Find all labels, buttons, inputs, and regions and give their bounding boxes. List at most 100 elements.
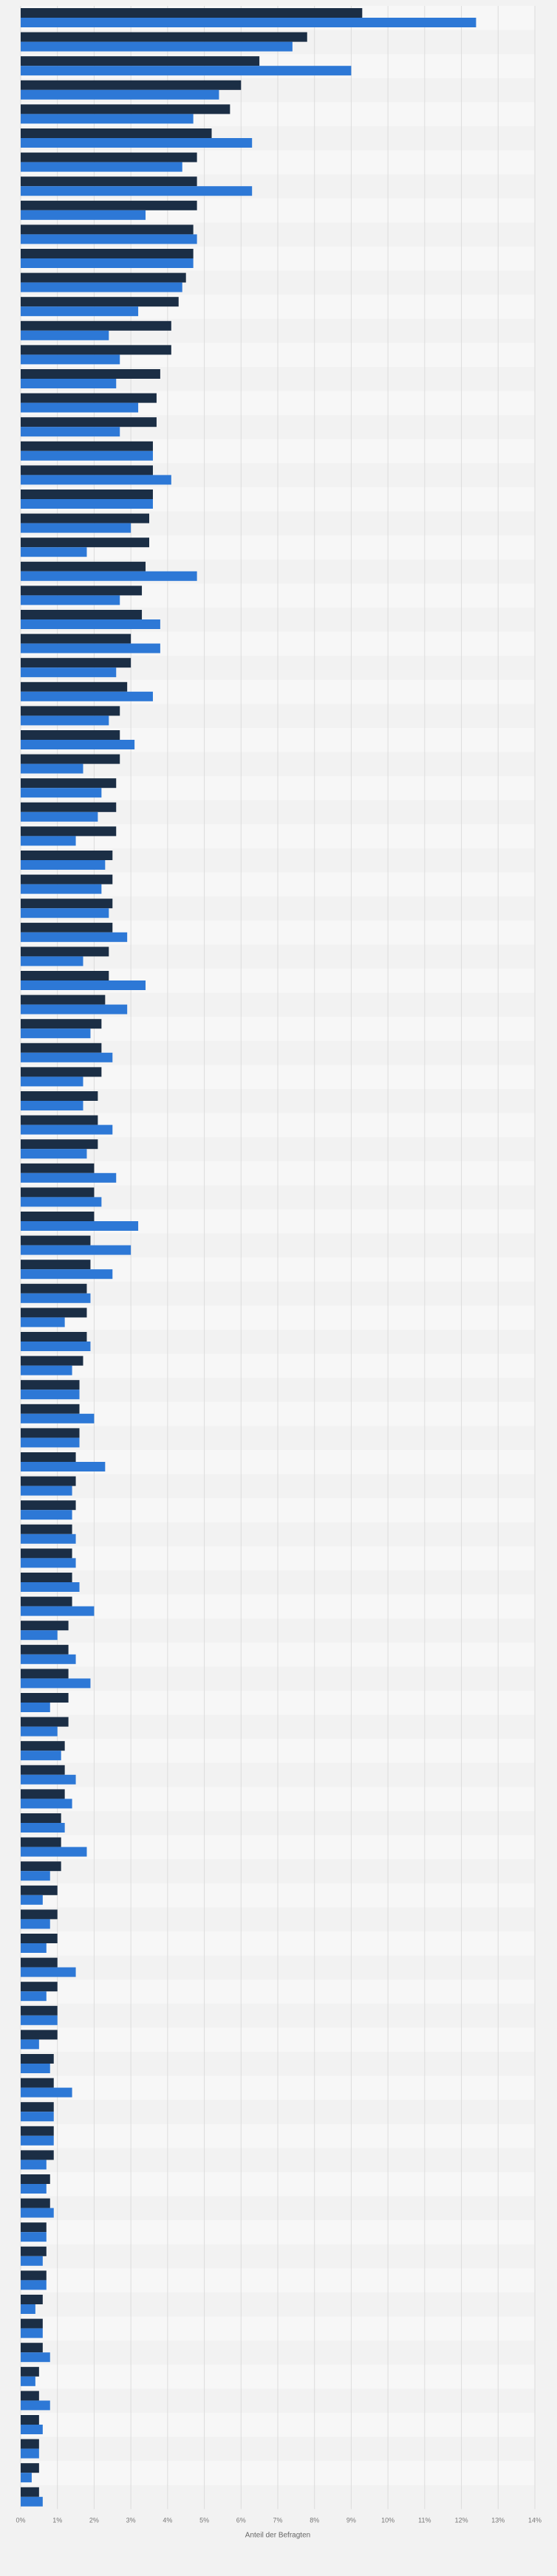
bar-series-1-row-42 — [21, 995, 106, 1005]
bar-series-1-row-34 — [21, 802, 117, 812]
x-tick-label: 5% — [199, 2516, 209, 2524]
bar-series-2-row-50 — [21, 1197, 102, 1207]
bar-series-1-row-75 — [21, 1789, 65, 1799]
bar-series-2-row-91 — [21, 2184, 47, 2194]
bar-series-1-row-83 — [21, 1982, 58, 1992]
bar-series-2-row-39 — [21, 932, 128, 942]
bar-series-2-row-27 — [21, 643, 160, 653]
bar-series-2-row-23 — [21, 547, 87, 557]
bar-series-1-row-71 — [21, 1693, 69, 1703]
bar-series-1-row-96 — [21, 2295, 43, 2304]
bar-series-1-row-4 — [21, 80, 242, 90]
bar-series-1-row-36 — [21, 851, 113, 860]
bar-series-2-row-1 — [21, 18, 476, 27]
bar-series-1-row-87 — [21, 2078, 54, 2088]
bar-series-1-row-69 — [21, 1644, 69, 1655]
bar-series-2-row-57 — [21, 1365, 72, 1375]
bar-series-2-row-28 — [21, 667, 117, 678]
bar-series-1-row-82 — [21, 1957, 58, 1968]
bar-series-1-row-74 — [21, 1765, 65, 1775]
bar-series-1-row-17 — [21, 393, 157, 403]
bar-series-2-row-9 — [21, 210, 146, 220]
bar-series-2-row-4 — [21, 89, 219, 100]
bar-series-1-row-30 — [21, 706, 120, 716]
bar-series-1-row-54 — [21, 1283, 87, 1294]
bar-series-2-row-94 — [21, 2256, 43, 2266]
bar-series-2-row-18 — [21, 427, 120, 437]
bar-series-1-row-27 — [21, 633, 131, 644]
bar-series-2-row-58 — [21, 1390, 80, 1400]
bar-series-1-row-104 — [21, 2487, 39, 2497]
bar-series-2-row-69 — [21, 1654, 76, 1664]
bar-series-1-row-2 — [21, 32, 307, 42]
bar-series-2-row-33 — [21, 788, 102, 798]
x-tick-label: 2% — [89, 2516, 99, 2524]
bar-series-1-row-22 — [21, 513, 149, 523]
x-tick-label: 10% — [381, 2516, 394, 2524]
bar-series-2-row-63 — [21, 1510, 72, 1520]
bar-series-1-row-61 — [21, 1452, 76, 1462]
bar-series-2-row-55 — [21, 1317, 65, 1328]
bar-series-1-row-8 — [21, 176, 197, 187]
bar-series-2-row-54 — [21, 1293, 91, 1303]
bar-series-1-row-21 — [21, 490, 153, 499]
bar-series-1-row-38 — [21, 899, 113, 909]
bar-series-2-row-43 — [21, 1028, 91, 1039]
bar-series-1-row-58 — [21, 1380, 80, 1390]
bar-series-1-row-56 — [21, 1332, 87, 1342]
bar-series-2-row-45 — [21, 1076, 83, 1087]
bar-series-2-row-103 — [21, 2473, 32, 2483]
bar-series-1-row-66 — [21, 1573, 72, 1582]
bar-series-1-row-47 — [21, 1115, 98, 1125]
bar-series-1-row-98 — [21, 2343, 43, 2353]
bar-series-1-row-80 — [21, 1909, 58, 1920]
bar-series-1-row-44 — [21, 1043, 102, 1053]
bar-series-2-row-10 — [21, 234, 197, 244]
bar-series-1-row-33 — [21, 778, 117, 789]
bar-series-1-row-9 — [21, 200, 197, 210]
bar-series-2-row-85 — [21, 2039, 39, 2050]
bar-series-1-row-48 — [21, 1139, 98, 1150]
bar-series-2-row-79 — [21, 1895, 43, 1905]
bar-series-1-row-7 — [21, 152, 197, 162]
bar-series-2-row-3 — [21, 66, 352, 76]
bar-series-2-row-88 — [21, 2112, 54, 2122]
bar-series-2-row-16 — [21, 379, 117, 388]
bar-series-1-row-67 — [21, 1596, 72, 1607]
bar-series-2-row-6 — [21, 138, 253, 148]
bar-series-2-row-98 — [21, 2352, 50, 2363]
bar-series-2-row-71 — [21, 1703, 50, 1712]
bar-series-1-row-23 — [21, 537, 149, 548]
bar-series-2-row-8 — [21, 186, 253, 196]
bar-series-2-row-47 — [21, 1124, 113, 1135]
bar-series-2-row-20 — [21, 475, 171, 485]
bar-series-2-row-48 — [21, 1149, 87, 1159]
x-axis-title: Anteil der Befragten — [245, 2531, 310, 2539]
bar-series-2-row-12 — [21, 282, 182, 292]
bar-series-1-row-49 — [21, 1163, 95, 1173]
bar-series-1-row-20 — [21, 465, 153, 475]
bar-series-2-row-15 — [21, 354, 120, 365]
bar-series-2-row-97 — [21, 2328, 43, 2338]
bar-series-1-row-65 — [21, 1548, 72, 1559]
bar-series-2-row-21 — [21, 499, 153, 509]
bar-series-2-row-77 — [21, 1847, 87, 1857]
bar-series-2-row-29 — [21, 691, 153, 701]
bar-series-1-row-97 — [21, 2318, 43, 2329]
bar-series-2-row-42 — [21, 1004, 128, 1014]
bar-series-1-row-13 — [21, 297, 179, 307]
bar-series-2-row-46 — [21, 1101, 83, 1110]
bar-series-2-row-74 — [21, 1774, 76, 1785]
bar-series-2-row-59 — [21, 1413, 95, 1423]
bar-series-1-row-81 — [21, 1934, 58, 1943]
x-tick-label: 6% — [236, 2516, 246, 2524]
x-tick-label: 8% — [310, 2516, 319, 2524]
bar-series-1-row-63 — [21, 1500, 76, 1511]
bar-series-2-row-84 — [21, 2015, 58, 2025]
bar-series-1-row-26 — [21, 610, 143, 619]
bar-series-1-row-43 — [21, 1019, 102, 1029]
bar-series-2-row-52 — [21, 1245, 131, 1255]
bar-series-2-row-73 — [21, 1751, 61, 1761]
bar-series-2-row-64 — [21, 1533, 76, 1544]
x-tick-label: 1% — [52, 2516, 62, 2524]
